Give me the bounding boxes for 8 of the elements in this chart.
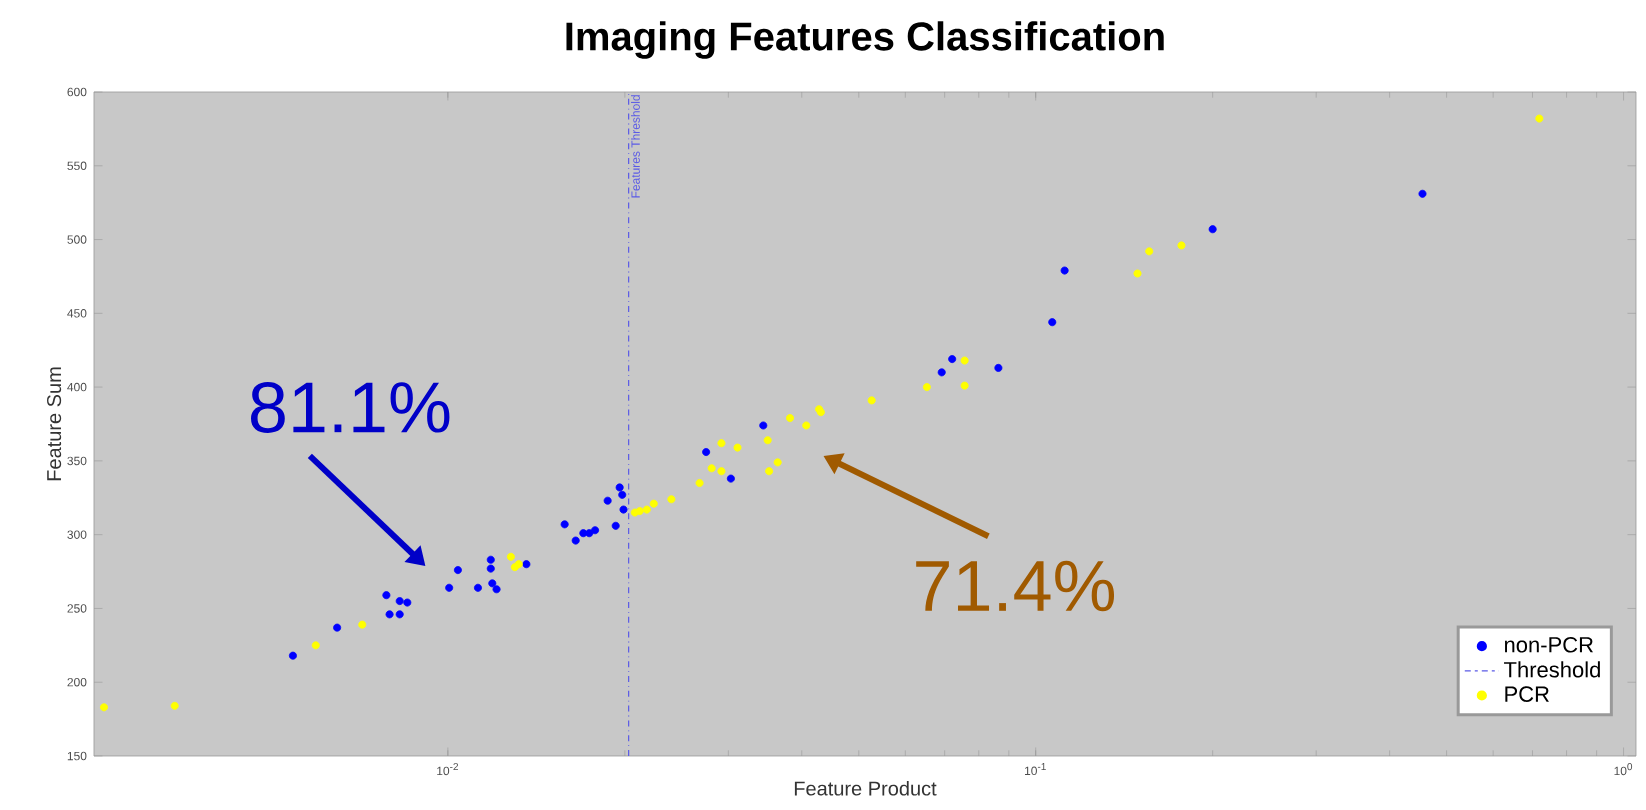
chart-title: Imaging Features Classification	[566, 21, 1164, 59]
legend-label: Threshold	[1504, 661, 1600, 678]
legend-label: PCR	[1505, 686, 1549, 702]
annotation: 71.4%	[916, 560, 1115, 612]
x-axis-title: Feature Product	[794, 780, 937, 796]
y-axis-title: Feature Sum	[47, 367, 62, 481]
annotation: 81.1%	[251, 381, 450, 433]
legend-label: non-PCR	[1505, 637, 1593, 653]
